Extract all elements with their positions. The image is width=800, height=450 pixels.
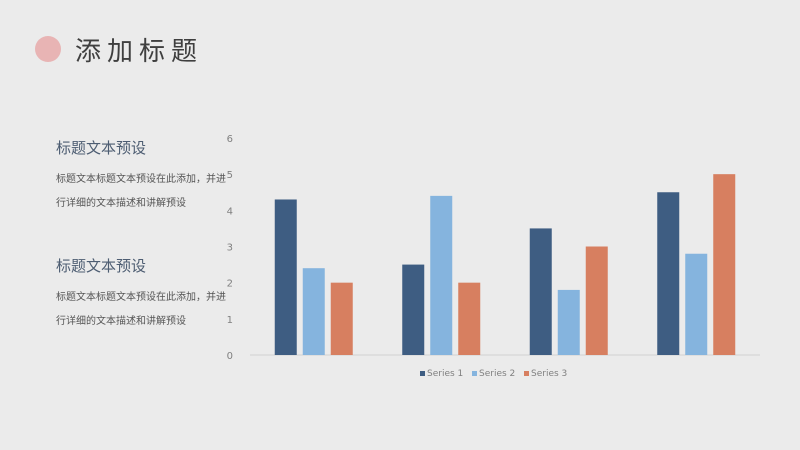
y-tick-label: 5 bbox=[227, 170, 233, 181]
bar-series-3 bbox=[713, 174, 736, 355]
legend-swatch bbox=[420, 371, 425, 376]
bar-series-2 bbox=[557, 289, 580, 355]
y-tick-label: 2 bbox=[227, 279, 233, 290]
bar-series-2 bbox=[302, 268, 325, 355]
text-block-2: 标题文本预设 标题文本标题文本预设在此添加，并进行详细的文本描述和讲解预设 bbox=[56, 256, 226, 334]
bar-series-3 bbox=[585, 246, 608, 355]
y-tick-label: 6 bbox=[227, 134, 233, 145]
y-tick-label: 1 bbox=[227, 315, 233, 326]
legend-label: Series 1 bbox=[427, 369, 463, 379]
bar-series-2 bbox=[685, 253, 708, 355]
bar-series-1 bbox=[657, 192, 680, 355]
text-block-body: 标题文本标题文本预设在此添加，并进行详细的文本描述和讲解预设 bbox=[56, 292, 226, 327]
bar-series-3 bbox=[458, 282, 481, 355]
bar-series-3 bbox=[330, 282, 353, 355]
y-tick-label: 0 bbox=[227, 351, 233, 362]
y-tick-label: 4 bbox=[227, 206, 233, 217]
bar-series-1 bbox=[274, 199, 297, 355]
text-block-body: 标题文本标题文本预设在此添加，并进行详细的文本描述和讲解预设 bbox=[56, 174, 226, 209]
text-block-1: 标题文本预设 标题文本标题文本预设在此添加，并进行详细的文本描述和讲解预设 bbox=[56, 138, 226, 216]
legend-label: Series 3 bbox=[531, 369, 567, 379]
legend-swatch bbox=[472, 371, 477, 376]
legend-label: Series 2 bbox=[479, 369, 515, 379]
text-block-heading: 标题文本预设 bbox=[56, 257, 147, 275]
bar-series-2 bbox=[430, 195, 453, 355]
text-block-heading: 标题文本预设 bbox=[56, 139, 147, 157]
bar-series-1 bbox=[529, 228, 552, 355]
bar-series-1 bbox=[402, 264, 425, 355]
page-title: 添加标题 bbox=[75, 37, 204, 67]
y-tick-label: 3 bbox=[227, 243, 233, 254]
title-dot-icon bbox=[35, 36, 61, 62]
legend-swatch bbox=[524, 371, 529, 376]
